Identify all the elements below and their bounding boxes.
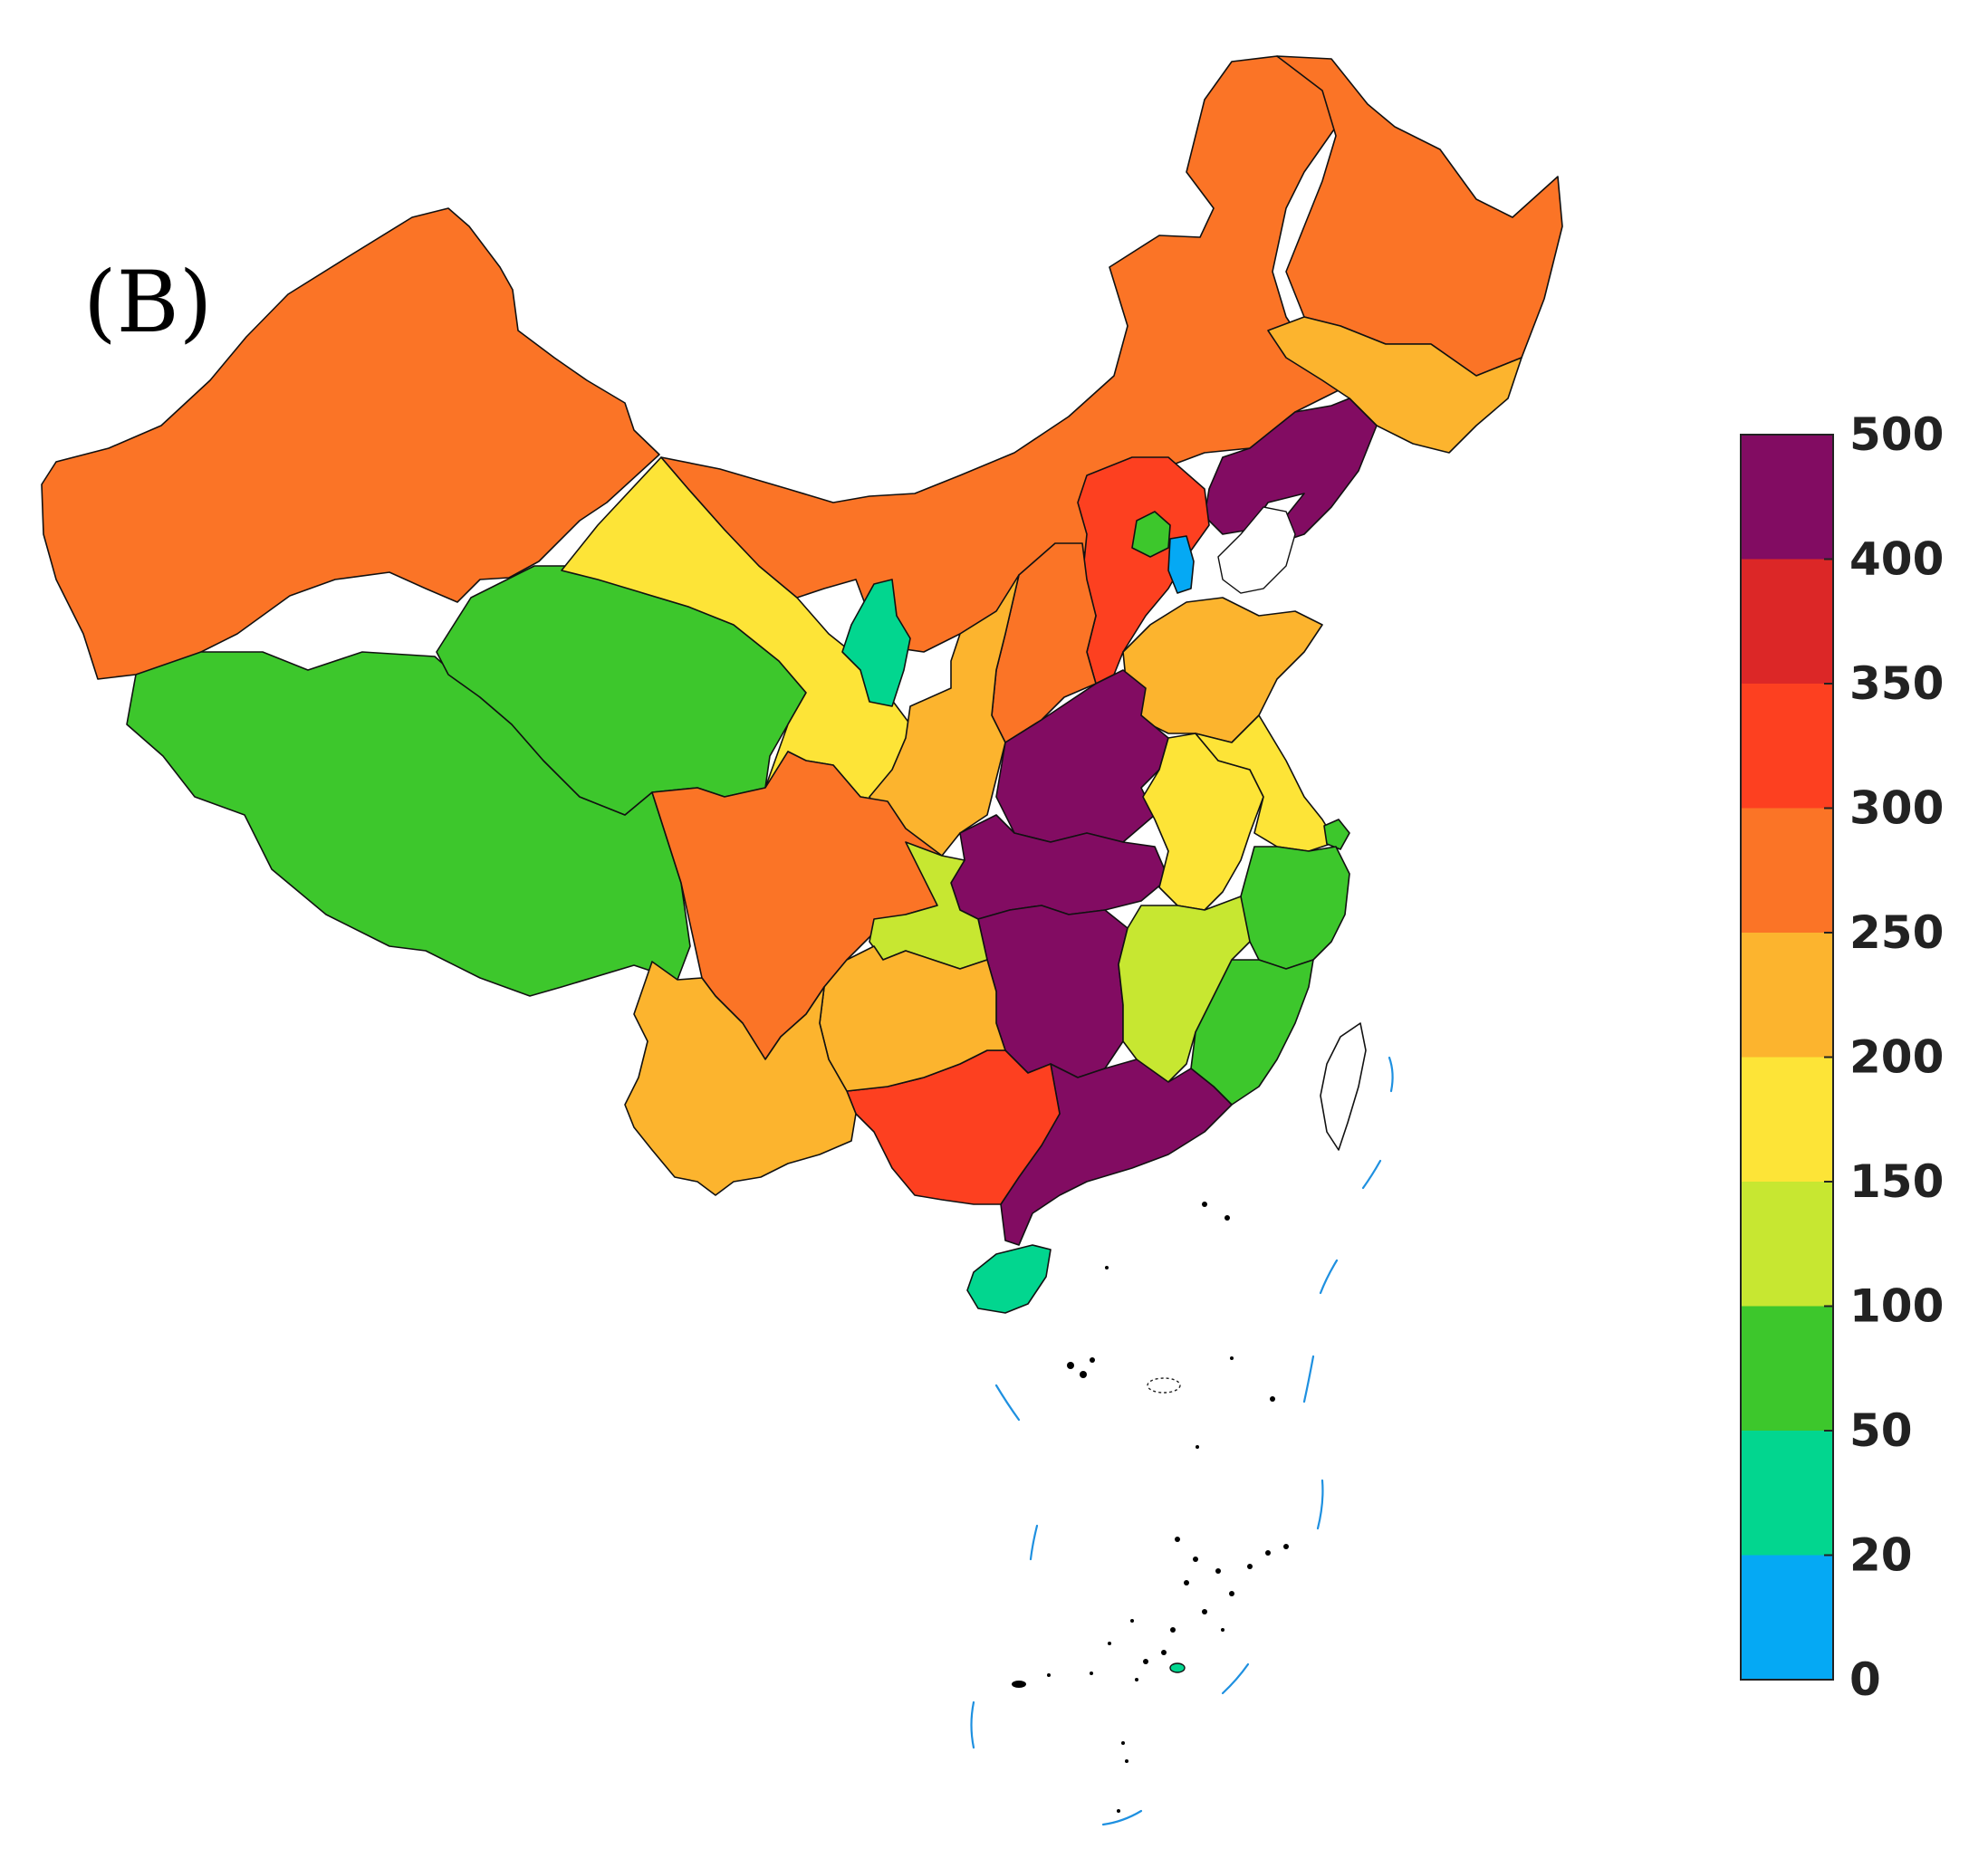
region-tibet[interactable] [126, 651, 691, 997]
colorbar-segment [1741, 933, 1833, 1058]
colorbar-tick-label: 0 [1849, 1653, 1881, 1706]
region-taiwan[interactable] [1320, 1022, 1367, 1151]
colorbar-tick-label: 200 [1849, 1031, 1944, 1084]
bohai-sea [1217, 506, 1296, 594]
colorbar-segment [1741, 559, 1833, 684]
region-tianjin[interactable] [1167, 535, 1195, 594]
colorbar-tick-label: 150 [1849, 1155, 1944, 1208]
colorbar-segment [1741, 684, 1833, 809]
south-china-sea-islands [1012, 1202, 1289, 1813]
colorbar-segment [1741, 435, 1833, 560]
region-beijing[interactable] [1131, 511, 1171, 558]
region-jilin[interactable] [1267, 316, 1522, 454]
colorbar-segment [1741, 1057, 1833, 1182]
region-yunnan[interactable] [624, 961, 857, 1196]
panel-label: (B) [83, 254, 213, 352]
colorbar-segment [1741, 1306, 1833, 1431]
colorbar-tick-label: 400 [1849, 533, 1944, 586]
colorbar-tick-label: 50 [1849, 1404, 1913, 1457]
colorbar-tick-label: 250 [1849, 906, 1944, 959]
region-zhejiang[interactable] [1240, 846, 1350, 970]
region-jiangsu[interactable] [1195, 714, 1337, 852]
colorbar-segment [1741, 1555, 1833, 1680]
colorbar-segment [1741, 1431, 1833, 1556]
region-ningxia[interactable] [841, 579, 911, 707]
nine-dash-line [970, 1056, 1394, 1826]
colorbar-tick-label: 20 [1849, 1529, 1913, 1582]
colorbar-tick-label: 500 [1849, 408, 1944, 461]
region-shanghai[interactable] [1323, 819, 1350, 850]
colorbar-segment [1741, 808, 1833, 933]
colorbar-tick-label: 300 [1849, 782, 1944, 835]
provinces-layer [41, 55, 1563, 1314]
colorbar-tick-label: 100 [1849, 1280, 1944, 1333]
colorbar-segment [1741, 1182, 1833, 1307]
colorbar: 0 20 50 100 150 200 250 300 350 400 500 [1740, 408, 1944, 1706]
region-hainan[interactable] [966, 1244, 1052, 1314]
region-shaanxi[interactable] [869, 574, 1020, 857]
colorbar-tick-label: 350 [1849, 657, 1944, 710]
region-shandong[interactable] [1122, 597, 1323, 743]
